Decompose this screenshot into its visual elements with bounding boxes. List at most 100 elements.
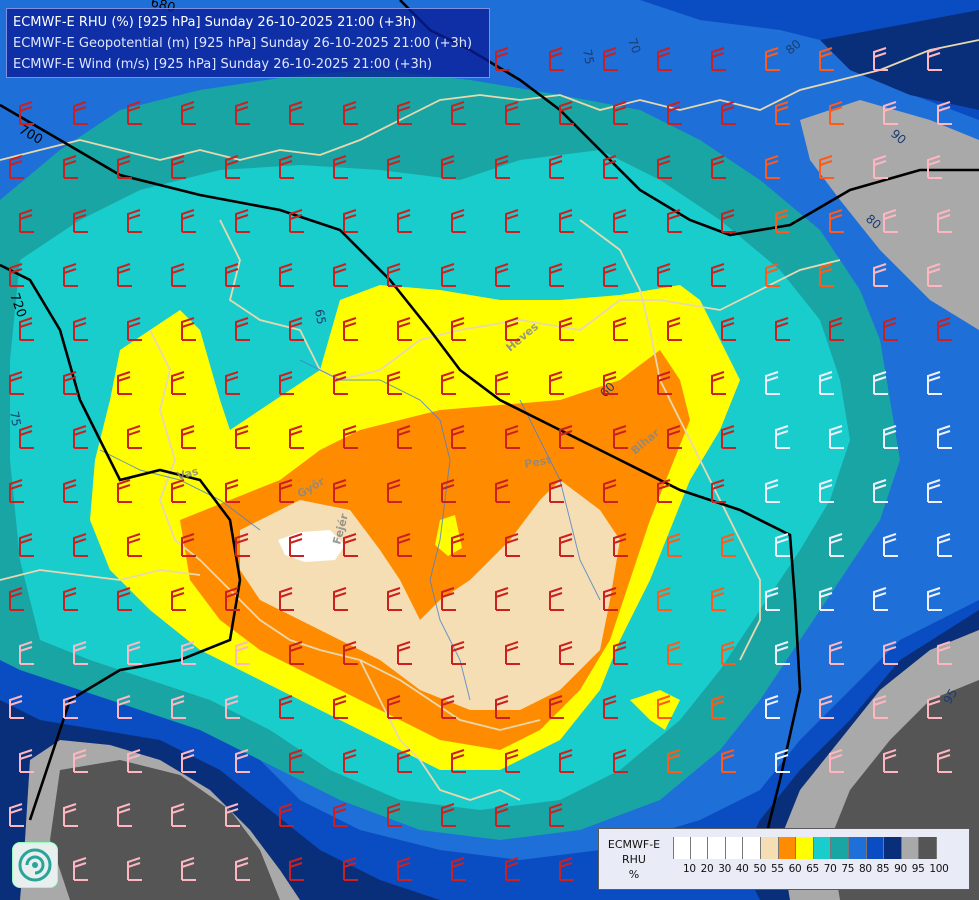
wind-barb-icon [451,641,466,665]
wind-barb-icon [505,641,520,665]
rhu-label-75-west: 75 [7,410,23,427]
wind-barb-icon [333,155,348,179]
wind-barb-icon [397,209,412,233]
wind-barb-icon [927,479,942,503]
wind-barb-icon [225,263,240,287]
rhu-field-100-sw [50,760,280,900]
wind-barb-icon [127,749,142,773]
wind-barb-icon [765,587,780,611]
wind-barb-icon [235,749,250,773]
wind-barb-icon [19,209,34,233]
wind-barb-icon [721,425,736,449]
wind-barb-icon [73,209,88,233]
wind-barb-icon [181,425,196,449]
wind-barb-icon [451,533,466,557]
wind-barb-icon [441,695,456,719]
wind-barb-icon [73,101,88,125]
wind-barb-icon [613,425,628,449]
wind-barb-icon [495,479,510,503]
wind-barb-icon [279,155,294,179]
wind-barb-icon [657,155,672,179]
wind-barb-icon [127,317,142,341]
wind-barb-icon [289,209,304,233]
wind-barb-icon [559,641,574,665]
wind-barb-icon [819,371,834,395]
wind-barb-icon [765,479,780,503]
legend-tick-label: 40 [735,863,749,875]
wind-barb-icon [181,101,196,125]
wind-barb-icon [549,803,564,827]
wind-barb-icon [127,425,142,449]
wind-barb-icon [883,101,898,125]
wind-barb-icon [711,371,726,395]
wind-barb-icon [9,479,24,503]
legend-tick-label: 75 [841,863,855,875]
wind-barb-icon [819,695,834,719]
wind-barb-icon [873,47,888,71]
wind-barb-icon [613,749,628,773]
wind-barb-icon [927,695,942,719]
wind-barb-icon [883,641,898,665]
wind-barb-icon [397,641,412,665]
wind-barb-icon [829,209,844,233]
wind-barb-icon [19,101,34,125]
wind-barb-icon [775,317,790,341]
wind-barb-icon [549,479,564,503]
wind-barb-icon [171,371,186,395]
wind-barb-icon [289,101,304,125]
wind-barb-icon [559,857,574,881]
wind-barb-icon [829,317,844,341]
wind-barb-icon [775,425,790,449]
legend-swatch [708,837,726,859]
legend-tick-label: 85 [876,863,890,875]
wind-barb-icon [9,803,24,827]
wind-barb-icon [279,695,294,719]
wind-barb-icon [73,749,88,773]
title-geopotential: ECMWF-E Geopotential (m) [925 hPa] Sunda… [13,36,473,51]
wind-barb-icon [937,641,952,665]
legend-swatch [778,837,797,859]
wind-barb-icon [397,857,412,881]
legend-ticks: 10 20 30 40 50 55 60 65 70 75 80 85 90 95 100 [673,863,949,875]
wind-barb-icon [73,425,88,449]
wind-barb-icon [289,749,304,773]
wind-barb-icon [549,587,564,611]
wind-barb-icon [549,263,564,287]
wind-barb-icon [613,533,628,557]
legend-swatch [760,837,779,859]
wind-barb-icon [721,749,736,773]
wind-barb-icon [667,533,682,557]
wind-barb-icon [333,695,348,719]
wind-barb-icon [613,317,628,341]
wind-barb-icon [127,209,142,233]
legend-tick-label: 30 [718,863,731,875]
legend-swatch [796,837,814,859]
wind-barb-icon [613,209,628,233]
wind-barb-icon [505,749,520,773]
wind-barb-icon [63,803,78,827]
wind-barb-icon [387,803,402,827]
wind-barb-icon [333,587,348,611]
wind-barb-icon [927,47,942,71]
rhu-label-70-north: 70 [625,36,643,55]
rhu-field-90-ne [820,10,979,110]
legend-tick-label: 95 [911,863,925,875]
wind-barb-icon [63,587,78,611]
legend-tick-label: 100 [929,863,949,875]
wind-barb-icon [775,101,790,125]
wind-barb-icon [451,425,466,449]
wind-barb-icon [279,479,294,503]
wind-barb-icon [117,263,132,287]
wind-barb-icon [667,641,682,665]
wind-barb-icon [657,587,672,611]
wind-barb-icon [927,371,942,395]
wind-barb-icon [819,479,834,503]
legend-swatch [884,837,902,859]
wind-barb-icon [63,263,78,287]
wind-barb-icon [505,425,520,449]
wind-barb-icon [873,371,888,395]
wind-barb-icon [883,209,898,233]
wind-barb-icon [289,425,304,449]
place-label-pest: Pest [523,453,552,471]
